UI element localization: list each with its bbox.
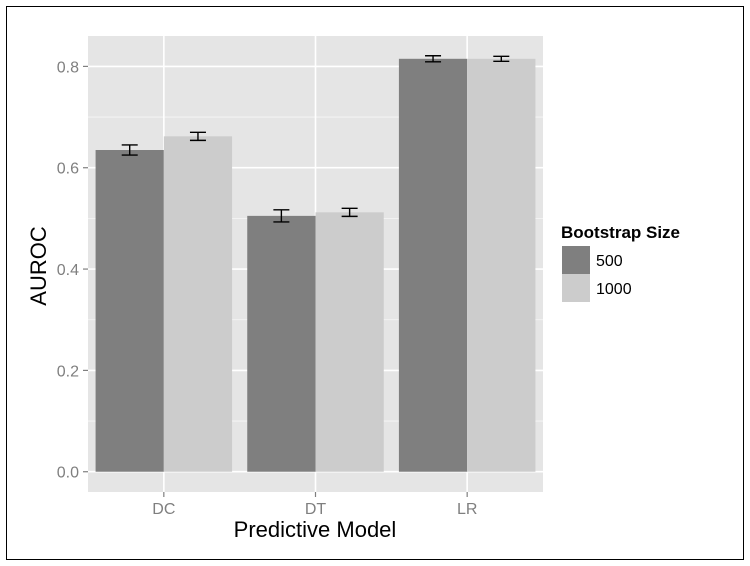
legend: Bootstrap Size 500 1000 bbox=[561, 223, 680, 302]
x-tick-label: DT bbox=[305, 501, 327, 518]
y-tick-label: 0.6 bbox=[57, 161, 79, 178]
error-bar-lr-500 bbox=[425, 55, 442, 63]
y-axis-ticks: 0.0 0.2 0.4 0.6 0.8 bbox=[57, 59, 88, 482]
y-tick-label: 0.2 bbox=[57, 363, 79, 380]
error-bar-dt-500 bbox=[273, 209, 290, 223]
bar-dt-1000 bbox=[315, 212, 384, 472]
error-bar-lr-1000 bbox=[493, 55, 510, 63]
legend-label-500: 500 bbox=[596, 253, 623, 270]
error-bar-dt-1000 bbox=[341, 207, 358, 218]
error-bar-dc-1000 bbox=[189, 131, 206, 142]
legend-key-1000 bbox=[562, 274, 590, 302]
y-axis-title: AUROC bbox=[26, 226, 51, 306]
x-axis-ticks: DC DT LR bbox=[152, 492, 477, 518]
x-axis-title: Predictive Model bbox=[234, 517, 397, 542]
y-tick-label: 0.0 bbox=[57, 465, 79, 482]
bar-dt-500 bbox=[247, 215, 316, 472]
bars bbox=[95, 58, 536, 472]
x-tick-label: DC bbox=[152, 501, 175, 518]
bar-dc-1000 bbox=[163, 136, 233, 472]
legend-key-500 bbox=[562, 246, 590, 274]
error-bars bbox=[121, 55, 510, 223]
bar-lr-500 bbox=[398, 58, 468, 472]
x-tick-label: LR bbox=[457, 501, 477, 518]
legend-title: Bootstrap Size bbox=[561, 223, 680, 242]
legend-label-1000: 1000 bbox=[596, 281, 632, 298]
bar-lr-1000 bbox=[467, 58, 536, 472]
bar-dc-500 bbox=[95, 150, 164, 472]
y-tick-label: 0.4 bbox=[57, 262, 79, 279]
error-bar-dc-500 bbox=[121, 144, 138, 156]
y-tick-label: 0.8 bbox=[57, 59, 79, 76]
